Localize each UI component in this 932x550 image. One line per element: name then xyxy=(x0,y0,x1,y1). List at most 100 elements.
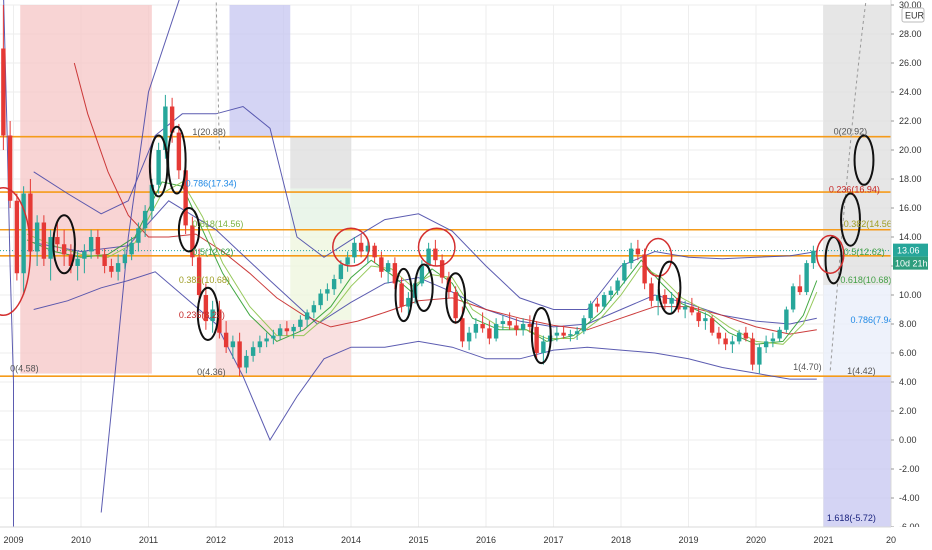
candle-body xyxy=(615,280,620,291)
candle-body xyxy=(709,318,715,333)
candle-body xyxy=(169,106,175,133)
candle-body xyxy=(628,248,634,264)
candle-body xyxy=(55,237,60,245)
price-tick-label: 2.00 xyxy=(899,406,917,416)
price-tick-label: 16.00 xyxy=(899,203,922,213)
candle-body xyxy=(554,332,560,336)
candle-body xyxy=(534,326,539,353)
candle-body xyxy=(379,257,384,272)
candle-body xyxy=(750,338,755,365)
projection-line xyxy=(829,0,867,371)
candle-body xyxy=(75,258,80,266)
time-tick-label: 2015 xyxy=(408,535,428,545)
price-tick-label: 22.00 xyxy=(899,116,922,126)
candle-body xyxy=(568,334,573,336)
fib-zone xyxy=(20,5,152,374)
price-tick-label: 10.00 xyxy=(899,290,922,300)
price-tick-label: 14.00 xyxy=(899,232,922,242)
candle-body xyxy=(426,248,431,266)
candle-body xyxy=(163,106,168,150)
candle-body xyxy=(595,303,600,307)
projection-line xyxy=(215,0,220,151)
annotation-ellipse xyxy=(853,134,875,186)
candle-body xyxy=(190,225,195,258)
candle-body xyxy=(730,341,735,345)
bb_lower-line xyxy=(33,271,817,442)
candle-body xyxy=(763,341,769,348)
candle-body xyxy=(493,324,499,339)
candle-body xyxy=(345,257,350,265)
candle-body xyxy=(311,305,317,313)
candle-body xyxy=(682,306,688,310)
fib-zone xyxy=(823,285,891,376)
candle-body xyxy=(466,332,472,342)
candle-body xyxy=(433,248,438,261)
candle-body xyxy=(736,332,742,342)
candle-body xyxy=(487,328,492,339)
candle-body xyxy=(183,170,188,226)
candle-body xyxy=(703,318,708,322)
time-tick-label: 2020 xyxy=(746,535,766,545)
candle-body xyxy=(115,263,121,272)
time-tick-label: 2017 xyxy=(543,535,563,545)
annotation-ellipse xyxy=(824,236,843,285)
time-tick-label: 2016 xyxy=(476,535,496,545)
fib-zones xyxy=(20,5,891,527)
candle-body xyxy=(757,347,762,365)
price-tick-label: 6.00 xyxy=(899,348,917,358)
countdown-tag xyxy=(893,256,928,270)
candle-body xyxy=(500,321,506,324)
candle-body xyxy=(223,332,229,348)
fib-zone xyxy=(290,188,351,229)
candle-body xyxy=(358,242,364,252)
price-axis-bg xyxy=(891,0,932,550)
candle-body xyxy=(365,245,371,252)
candle-body xyxy=(784,309,789,330)
candle-body xyxy=(439,260,445,278)
last-price-label: 13.06 xyxy=(897,246,920,256)
candle-body xyxy=(109,266,114,272)
fib-label: 0.5(12.62) xyxy=(192,247,233,257)
candle-body xyxy=(277,328,283,336)
candle-body xyxy=(635,248,641,255)
annotation-ellipse xyxy=(196,286,220,341)
candle-body xyxy=(520,324,526,330)
candle-body xyxy=(48,237,53,259)
fib-zone xyxy=(290,137,351,189)
fib-label: 0.786(17.34) xyxy=(186,179,237,189)
candle-body xyxy=(588,303,593,319)
currency-badge xyxy=(901,7,925,23)
candle-body xyxy=(196,257,202,295)
fib-label: 1(4.42) xyxy=(847,366,876,376)
candle-body xyxy=(331,279,337,290)
candle-body xyxy=(777,329,782,339)
price-tick-label: 0.00 xyxy=(899,435,917,445)
annotation-ellipse xyxy=(414,263,434,312)
candle-body xyxy=(237,341,242,368)
annotation-ellipse xyxy=(816,234,845,274)
candle-body xyxy=(217,309,222,333)
price-tick-label: 24.00 xyxy=(899,87,922,97)
bb_upper-line xyxy=(33,105,817,310)
candle-body xyxy=(318,293,323,306)
time-tick-label: 2012 xyxy=(206,535,226,545)
candle-body xyxy=(1,48,6,136)
ma_long_blue-line xyxy=(3,0,14,527)
candle-body xyxy=(406,297,411,307)
candle-body xyxy=(230,341,236,348)
fib-label: 1(4.70) xyxy=(793,362,822,372)
candle-body xyxy=(696,312,701,322)
candle-body xyxy=(561,332,566,336)
price-tick-label: 4.00 xyxy=(899,377,917,387)
candle-body xyxy=(176,132,182,171)
annotation-ellipse xyxy=(530,307,552,365)
time-tick-label: 2009 xyxy=(3,535,23,545)
currency-label: EUR xyxy=(905,11,925,21)
annotation-ellipse xyxy=(445,272,467,324)
time-tick-label: 2011 xyxy=(139,535,158,545)
fib-label: 0.236(8.28) xyxy=(179,310,225,320)
candle-body xyxy=(669,297,674,304)
candle-body xyxy=(102,254,107,266)
fib-label: 1.618(-5.72) xyxy=(827,513,876,523)
